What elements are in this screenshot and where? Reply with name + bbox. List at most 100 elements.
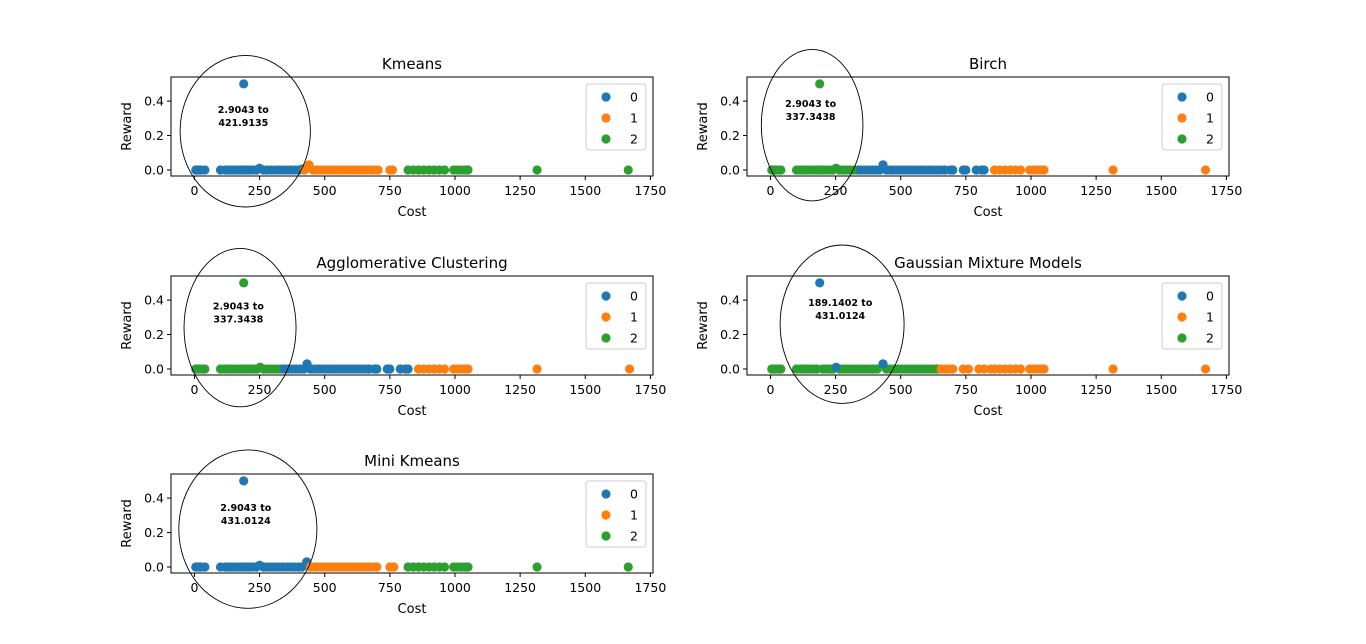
- annotation-text: 2.9043 to: [218, 105, 270, 116]
- data-point-series-2: [239, 278, 249, 288]
- y-tick-label: 0.0: [144, 361, 164, 376]
- data-point-series-1: [624, 364, 635, 374]
- x-tick-label: 1500: [569, 382, 601, 397]
- scatter-points: [767, 79, 1211, 175]
- x-tick-label: 250: [248, 183, 272, 198]
- legend-label: 2: [1206, 132, 1214, 147]
- x-tick-label: 750: [954, 382, 978, 397]
- x-tick-label: 1500: [569, 183, 601, 198]
- data-point-series-0: [979, 165, 989, 175]
- data-point-series-1: [1039, 364, 1049, 374]
- x-tick-label: 0: [190, 382, 198, 397]
- legend-marker: [601, 531, 611, 541]
- data-point-series-1: [1108, 364, 1118, 374]
- x-tick-label: 1250: [1080, 183, 1112, 198]
- scatter-points: [191, 79, 633, 175]
- y-tick-label: 0.2: [144, 525, 164, 540]
- x-axis-label: Cost: [398, 205, 427, 220]
- data-point-series-2: [439, 562, 450, 572]
- data-point-series-0: [385, 364, 395, 374]
- legend: 0 1 2: [1161, 282, 1223, 350]
- legend-marker: [601, 113, 611, 123]
- data-point-series-1: [387, 165, 398, 175]
- legend-label: 2: [1206, 331, 1214, 346]
- y-tick-label: 0.2: [720, 327, 740, 342]
- legend-marker: [1177, 134, 1187, 144]
- data-point-series-2: [439, 165, 450, 175]
- subplot-5: Mini Kmeans 0 250 500 750 1000 1250 1500 1750 0.0…: [120, 449, 666, 617]
- data-point-series-1: [439, 364, 450, 374]
- x-tick-label: 750: [954, 183, 978, 198]
- annotation-ellipse: [760, 49, 864, 202]
- annotation-text: 2.9043 to: [785, 99, 837, 110]
- data-point-series-0: [239, 476, 249, 486]
- y-axis-label: Reward: [696, 301, 711, 349]
- data-point-series-1: [1015, 364, 1026, 374]
- x-tick-label: 250: [248, 382, 272, 397]
- scatter-points: [191, 476, 633, 572]
- x-tick-label: 1250: [1080, 382, 1112, 397]
- legend-label: 0: [1206, 90, 1214, 105]
- legend: 0 1 2: [1161, 83, 1223, 151]
- data-point-series-2: [623, 562, 633, 572]
- legend-box: [585, 83, 647, 151]
- x-tick-label: 1750: [634, 382, 666, 397]
- annotation-text: 431.0124: [815, 311, 865, 322]
- axes-frame: [746, 76, 1230, 177]
- legend-label: 0: [630, 90, 638, 105]
- chart-title: Mini Kmeans: [364, 452, 460, 470]
- x-tick-label: 1500: [1145, 382, 1177, 397]
- legend-label: 1: [630, 111, 638, 126]
- legend-marker: [1177, 113, 1187, 123]
- x-tick-label: 1000: [439, 580, 471, 595]
- legend-label: 1: [1206, 111, 1214, 126]
- data-point-series-1: [1108, 165, 1118, 175]
- x-tick-label: 1250: [504, 183, 536, 198]
- legend-box: [1161, 83, 1223, 151]
- legend-label: 0: [1206, 289, 1214, 304]
- x-tick-label: 1000: [1015, 183, 1047, 198]
- annotation-text: 2.9043 to: [213, 302, 265, 313]
- data-point-series-1: [1200, 165, 1211, 175]
- x-tick-label: 1750: [634, 183, 666, 198]
- data-point-series-1: [389, 562, 399, 572]
- data-point-series-1: [372, 562, 382, 572]
- y-tick-label: 0.0: [720, 162, 740, 177]
- x-axis-label: Cost: [974, 404, 1003, 419]
- legend-label: 2: [630, 331, 638, 346]
- chart-title: Gaussian Mixture Models: [894, 254, 1082, 272]
- x-tick-label: 1000: [439, 382, 471, 397]
- axes-frame: [746, 275, 1230, 376]
- y-tick-label: 0.4: [144, 94, 164, 109]
- data-point-series-2: [815, 79, 825, 89]
- annotation-text: 421.9135: [218, 118, 268, 129]
- legend-box: [1161, 282, 1223, 350]
- y-tick-label: 0.2: [720, 128, 740, 143]
- data-point-series-0: [200, 562, 210, 572]
- x-tick-label: 0: [190, 183, 198, 198]
- y-tick-label: 0.2: [144, 327, 164, 342]
- y-tick-label: 0.4: [144, 491, 164, 506]
- legend-marker: [601, 134, 611, 144]
- y-tick-label: 0.4: [144, 293, 164, 308]
- axes-frame: [170, 275, 654, 376]
- x-tick-label: 500: [313, 580, 337, 595]
- annotation-ellipse: [178, 449, 318, 609]
- annotation-text: 431.0124: [221, 516, 271, 527]
- data-point-series-1: [979, 364, 989, 374]
- legend-marker: [1177, 92, 1187, 102]
- chart-title: Agglomerative Clustering: [316, 254, 507, 272]
- annotation-text: 189.1402 to: [808, 298, 873, 309]
- x-tick-label: 1250: [504, 580, 536, 595]
- scatter-points: [191, 278, 635, 374]
- legend: 0 1 2: [585, 282, 647, 350]
- legend-label: 1: [1206, 310, 1214, 325]
- x-axis-label: Cost: [398, 602, 427, 617]
- legend-label: 0: [630, 289, 638, 304]
- annotation-text: 337.3438: [786, 112, 836, 123]
- y-tick-label: 0.4: [720, 293, 740, 308]
- x-tick-label: 250: [824, 183, 848, 198]
- x-tick-label: 1500: [569, 580, 601, 595]
- data-point-series-0: [372, 364, 382, 374]
- x-tick-label: 500: [889, 382, 913, 397]
